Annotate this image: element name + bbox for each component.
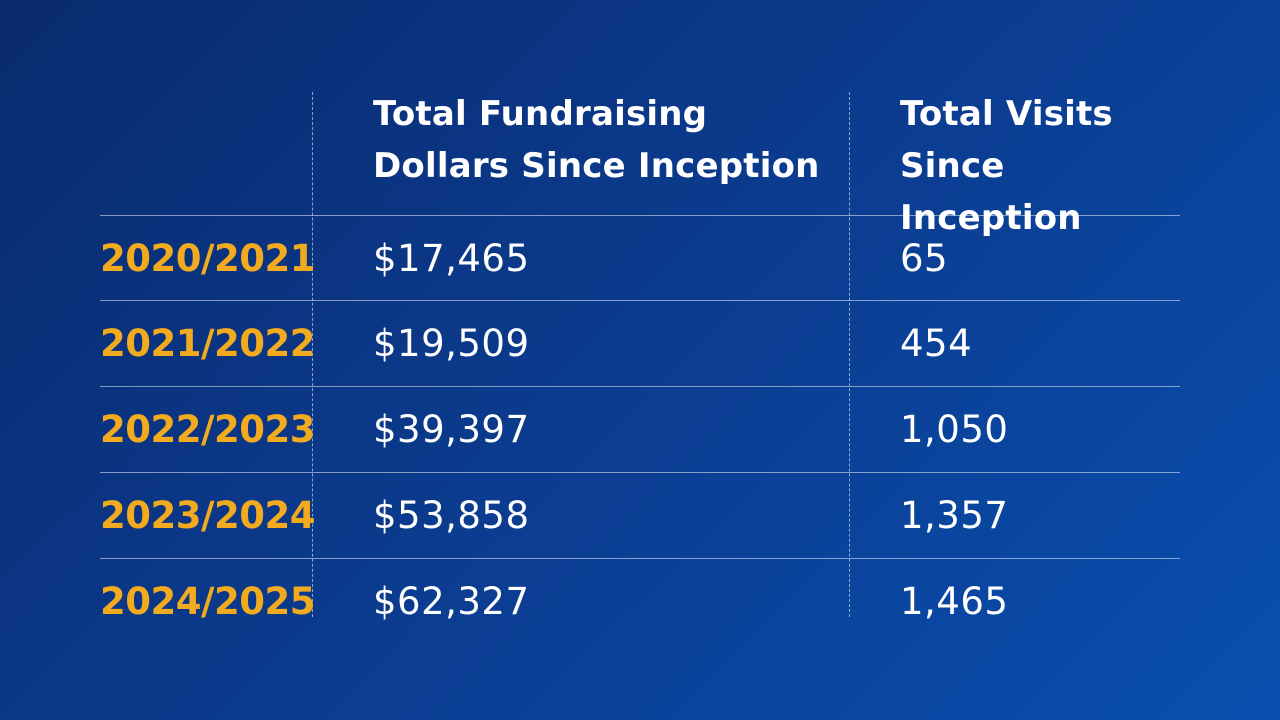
dollars-cell: $17,465 xyxy=(373,237,530,280)
header-visits-line-1: Total Visits xyxy=(900,94,1113,134)
column-divider-2 xyxy=(849,92,850,617)
header-total-visits: Total Visits Since Inception xyxy=(900,88,1190,244)
visits-cell: 454 xyxy=(900,322,973,365)
dollars-cell: $19,509 xyxy=(373,322,530,365)
fundraising-table: Total Fundraising Dollars Since Inceptio… xyxy=(100,0,1180,720)
header-fundraising-dollars: Total Fundraising Dollars Since Inceptio… xyxy=(373,88,843,192)
header-visits-line-2: Since Inception xyxy=(900,146,1082,238)
dollars-cell: $53,858 xyxy=(373,494,530,537)
table-row: 2024/2025 $62,327 1,465 xyxy=(100,559,1180,645)
row-rule xyxy=(100,300,1180,301)
table-row: 2023/2024 $53,858 1,357 xyxy=(100,473,1180,559)
year-cell: 2023/2024 xyxy=(100,494,315,537)
visits-cell: 65 xyxy=(900,237,949,280)
row-rule xyxy=(100,558,1180,559)
year-cell: 2024/2025 xyxy=(100,580,315,623)
header-rule xyxy=(100,215,1180,216)
dollars-cell: $39,397 xyxy=(373,408,530,451)
visits-cell: 1,050 xyxy=(900,408,1009,451)
visits-cell: 1,465 xyxy=(900,580,1009,623)
table-row: 2021/2022 $19,509 454 xyxy=(100,301,1180,387)
year-cell: 2020/2021 xyxy=(100,237,315,280)
table-row: 2022/2023 $39,397 1,050 xyxy=(100,387,1180,473)
visits-cell: 1,357 xyxy=(900,494,1009,537)
dollars-cell: $62,327 xyxy=(373,580,530,623)
row-rule xyxy=(100,472,1180,473)
header-fundraising-line-2: Dollars Since Inception xyxy=(373,146,820,186)
row-rule xyxy=(100,386,1180,387)
year-cell: 2022/2023 xyxy=(100,408,315,451)
year-cell: 2021/2022 xyxy=(100,322,315,365)
column-divider-1 xyxy=(312,92,313,617)
table-row: 2020/2021 $17,465 65 xyxy=(100,216,1180,302)
header-fundraising-line-1: Total Fundraising xyxy=(373,94,708,134)
